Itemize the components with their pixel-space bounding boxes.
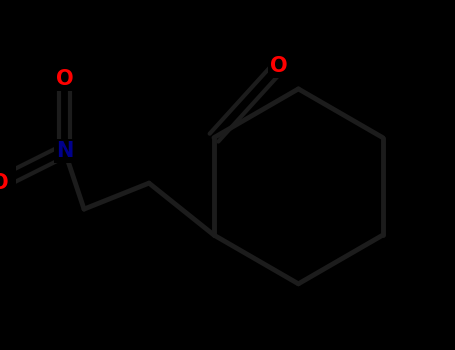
- Text: N: N: [56, 141, 73, 161]
- Text: O: O: [0, 173, 8, 193]
- Text: O: O: [270, 56, 288, 76]
- Text: O: O: [56, 69, 73, 89]
